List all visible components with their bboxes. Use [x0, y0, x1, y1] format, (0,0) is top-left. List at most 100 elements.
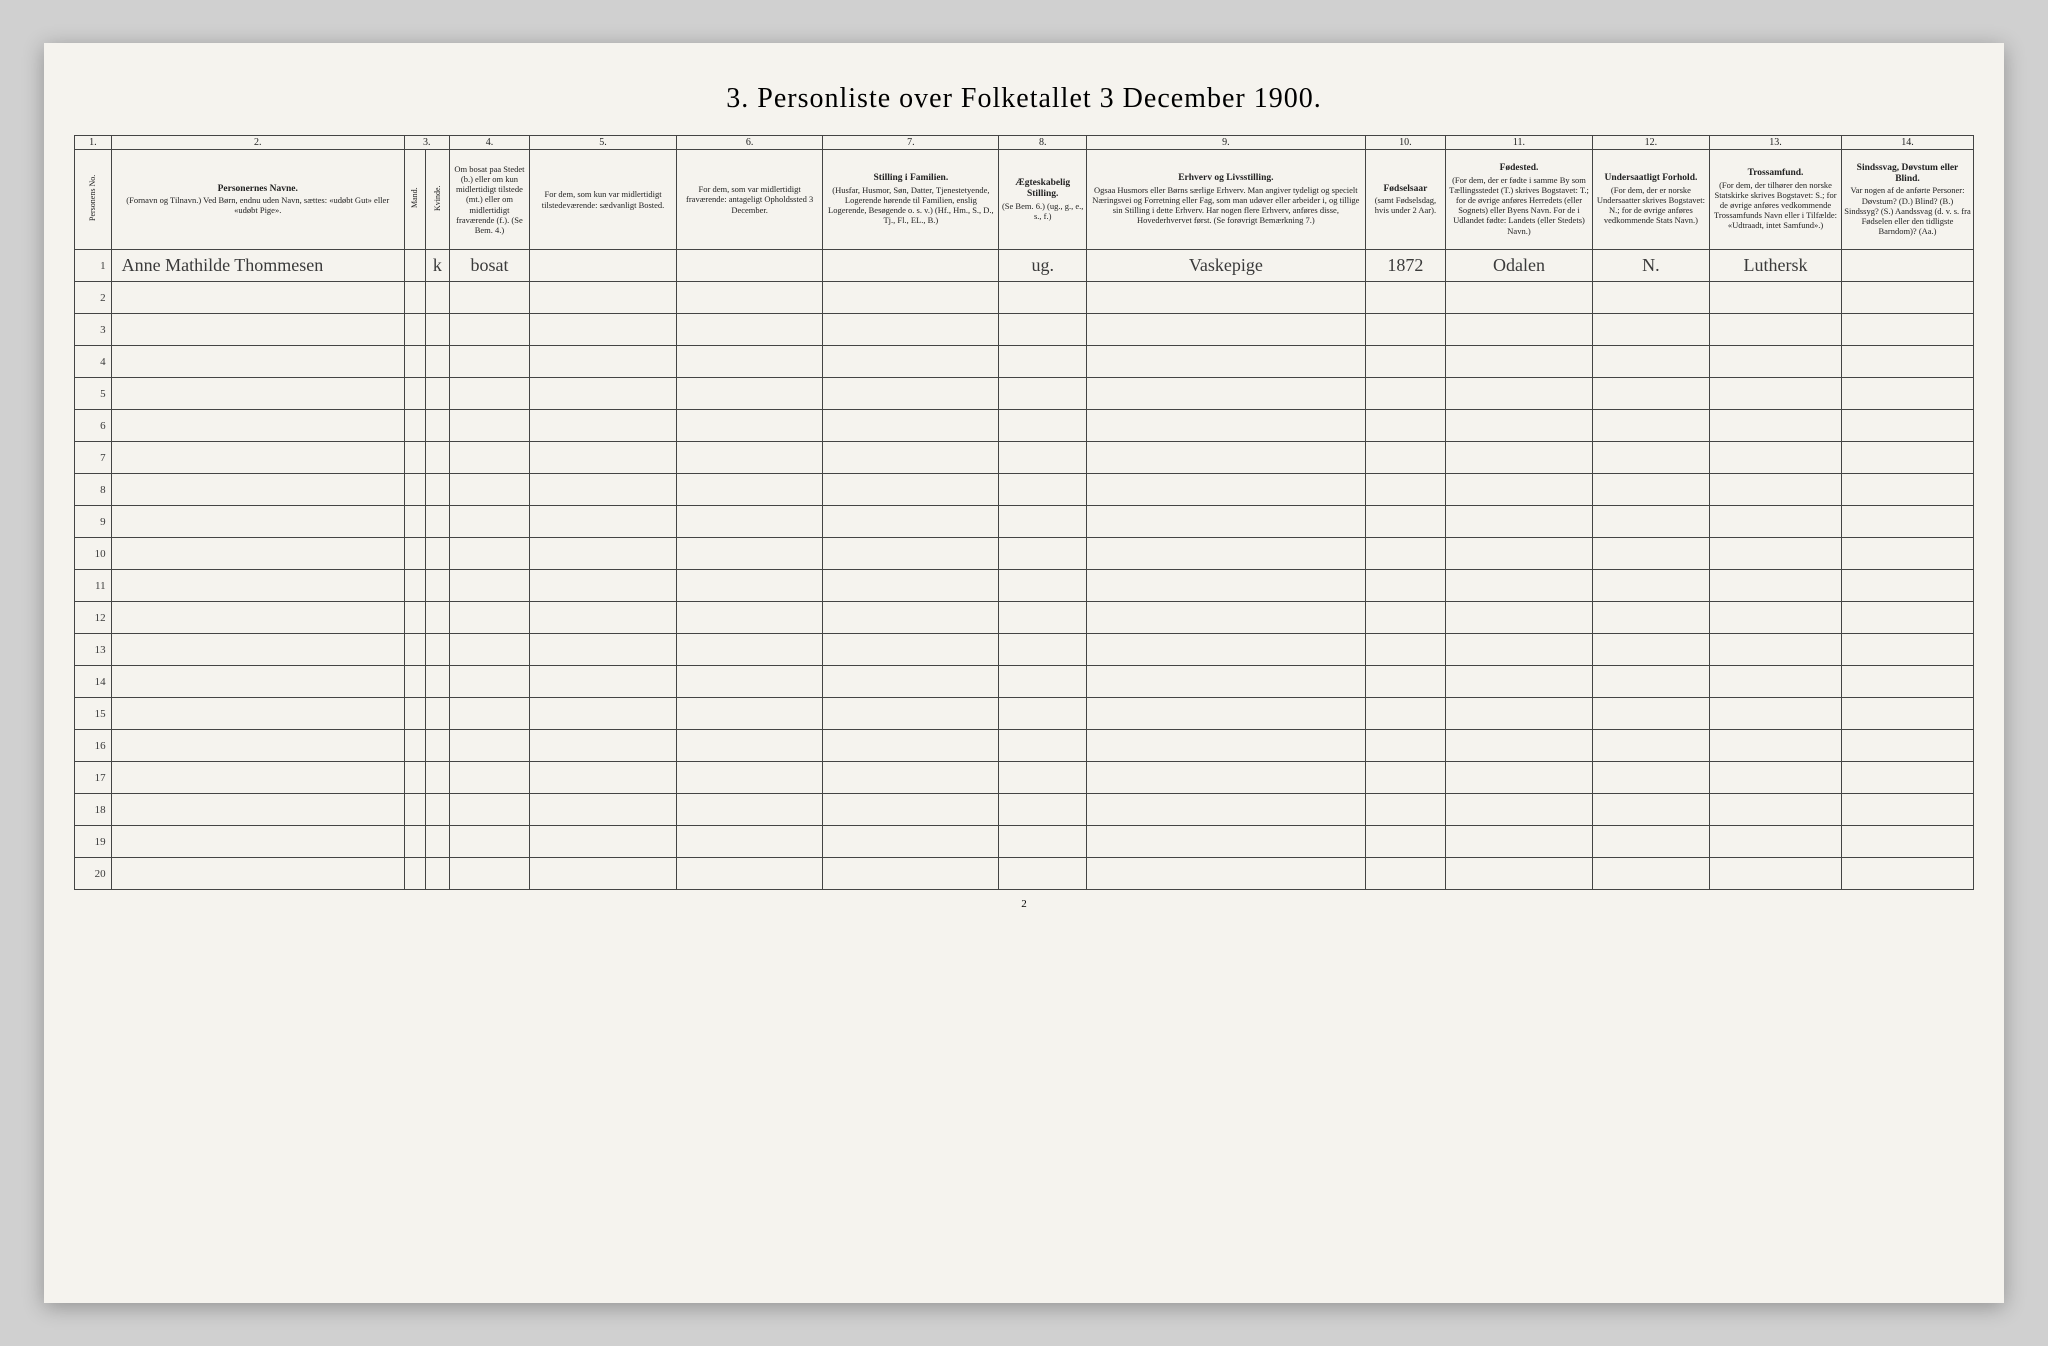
table-cell: 2	[75, 282, 112, 314]
page-number: 2	[74, 898, 1974, 910]
table-cell	[404, 250, 425, 282]
head-names: Personernes Navne. (Fornavn og Tilnavn.)…	[111, 150, 404, 250]
table-cell	[404, 442, 425, 474]
table-cell	[1365, 346, 1446, 378]
table-cell	[111, 602, 404, 634]
table-cell	[1710, 538, 1842, 570]
table-cell	[111, 378, 404, 410]
table-cell	[1087, 858, 1366, 890]
table-cell	[449, 858, 530, 890]
table-cell	[426, 698, 449, 730]
table-cell	[1592, 346, 1709, 378]
table-cell	[823, 762, 999, 794]
head-sex-m: Mand.	[404, 150, 425, 250]
table-cell	[111, 410, 404, 442]
table-cell	[1087, 762, 1366, 794]
table-cell	[1841, 378, 1973, 410]
table-cell	[111, 698, 404, 730]
head-birthyear: Fødselsaar (samt Fødselsdag, hvis under …	[1365, 150, 1446, 250]
table-cell	[530, 730, 677, 762]
table-cell: ug.	[999, 250, 1087, 282]
table-cell	[1446, 538, 1593, 570]
head-disability: Sindssvag, Døvstum eller Blind. Var noge…	[1841, 150, 1973, 250]
head-marital: Ægteskabelig Stilling. (Se Bem. 6.) (ug.…	[999, 150, 1087, 250]
table-cell	[530, 346, 677, 378]
table-cell	[404, 826, 425, 858]
table-cell	[530, 314, 677, 346]
table-cell	[1710, 666, 1842, 698]
table-cell: 15	[75, 698, 112, 730]
table-cell	[1365, 666, 1446, 698]
table-cell	[449, 826, 530, 858]
table-cell	[1710, 826, 1842, 858]
table-cell	[1592, 378, 1709, 410]
table-cell	[676, 666, 823, 698]
table-cell	[449, 442, 530, 474]
table-cell: 16	[75, 730, 112, 762]
table-cell	[1087, 730, 1366, 762]
table-cell	[1710, 346, 1842, 378]
table-row: 4	[75, 346, 1974, 378]
table-cell	[1087, 794, 1366, 826]
table-row: 16	[75, 730, 1974, 762]
table-cell	[1446, 570, 1593, 602]
table-cell	[449, 314, 530, 346]
table-cell	[404, 634, 425, 666]
table-cell	[823, 538, 999, 570]
table-cell	[530, 442, 677, 474]
table-cell	[1841, 666, 1973, 698]
table-cell	[1841, 346, 1973, 378]
table-row: 8	[75, 474, 1974, 506]
table-row: 17	[75, 762, 1974, 794]
table-cell: 7	[75, 442, 112, 474]
table-cell	[426, 634, 449, 666]
table-cell	[426, 730, 449, 762]
table-cell	[530, 794, 677, 826]
table-cell	[1841, 762, 1973, 794]
table-row: 13	[75, 634, 1974, 666]
table-cell	[676, 826, 823, 858]
table-cell	[1710, 858, 1842, 890]
table-cell	[530, 506, 677, 538]
table-cell	[530, 698, 677, 730]
table-cell	[676, 634, 823, 666]
table-cell	[823, 634, 999, 666]
table-body: 1Anne Mathilde Thommesenkbosatug.Vaskepi…	[75, 250, 1974, 890]
table-cell	[449, 378, 530, 410]
table-cell: N.	[1592, 250, 1709, 282]
table-cell	[1446, 282, 1593, 314]
table-row: 5	[75, 378, 1974, 410]
table-cell	[999, 378, 1087, 410]
table-cell	[999, 634, 1087, 666]
table-cell	[999, 794, 1087, 826]
table-cell	[1710, 410, 1842, 442]
table-cell	[1365, 698, 1446, 730]
table-cell	[1710, 794, 1842, 826]
table-cell	[1592, 666, 1709, 698]
table-cell	[426, 314, 449, 346]
table-cell	[449, 538, 530, 570]
table-cell	[1841, 794, 1973, 826]
table-cell	[111, 314, 404, 346]
table-cell	[449, 794, 530, 826]
table-cell	[676, 698, 823, 730]
table-cell	[404, 378, 425, 410]
column-header-row: Personens No. Personernes Navne. (Fornav…	[75, 150, 1974, 250]
table-cell	[1710, 442, 1842, 474]
table-cell	[449, 762, 530, 794]
table-cell	[1087, 570, 1366, 602]
table-cell	[111, 730, 404, 762]
table-cell	[404, 858, 425, 890]
table-cell	[1841, 410, 1973, 442]
table-cell	[1087, 282, 1366, 314]
table-cell: 17	[75, 762, 112, 794]
table-cell	[404, 698, 425, 730]
table-cell	[111, 826, 404, 858]
table-cell	[1087, 666, 1366, 698]
table-cell	[1592, 858, 1709, 890]
table-cell	[1446, 378, 1593, 410]
table-cell: 19	[75, 826, 112, 858]
table-cell	[676, 794, 823, 826]
table-cell	[426, 794, 449, 826]
table-cell: 18	[75, 794, 112, 826]
